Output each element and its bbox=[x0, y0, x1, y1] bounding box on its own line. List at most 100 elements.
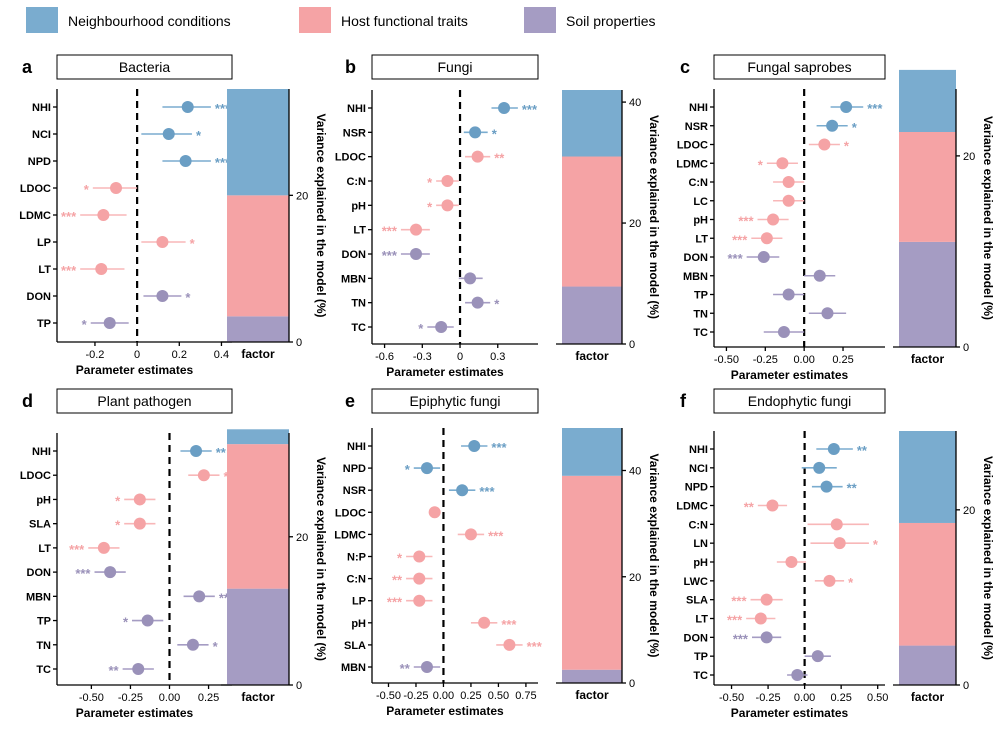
bar-y-axis-title: Variance explained in the model (%) bbox=[647, 115, 661, 319]
significance-stars: *** bbox=[75, 566, 91, 581]
row-label-DON: DON bbox=[684, 632, 709, 644]
x-tick-label: -0.50 bbox=[79, 692, 104, 704]
x-tick-label: 0.00 bbox=[793, 354, 814, 366]
panel-title: Fungi bbox=[437, 59, 472, 75]
row-label-TP: TP bbox=[37, 616, 51, 628]
estimate-point-LT bbox=[95, 263, 108, 275]
panel-title: Bacteria bbox=[119, 59, 171, 75]
estimate-point-NCI bbox=[813, 461, 826, 474]
row-label-LDMC: LDMC bbox=[334, 529, 366, 541]
x-tick-label: 0.00 bbox=[159, 692, 180, 704]
legend-label-host: Host functional traits bbox=[341, 13, 468, 29]
significance-stars: * bbox=[873, 537, 879, 552]
row-label-DON: DON bbox=[27, 291, 52, 303]
estimate-point-LN bbox=[833, 537, 846, 550]
estimate-point-DON bbox=[104, 566, 117, 579]
panel-a: a Bacteria -0.2 0 0.2 0.4 Parameter estimates N… bbox=[19, 54, 328, 377]
x-tick-label: 0.00 bbox=[794, 692, 815, 704]
x-tick-label: -0.2 bbox=[85, 349, 104, 361]
x-tick-label: 0 bbox=[134, 349, 140, 361]
row-label-MBN: MBN bbox=[341, 662, 366, 674]
estimate-point-LP bbox=[413, 594, 426, 607]
significance-stars: ** bbox=[494, 151, 505, 166]
bar-y-tick-label: 0 bbox=[629, 678, 635, 690]
row-label-TP: TP bbox=[694, 290, 708, 302]
row-label-MBN: MBN bbox=[683, 271, 708, 283]
x-tick-label: 0.25 bbox=[832, 354, 853, 366]
panel-title: Plant pathogen bbox=[97, 393, 191, 409]
significance-stars: * bbox=[427, 199, 433, 214]
row-label-NHI: NHI bbox=[689, 444, 708, 456]
row-label-NHI: NHI bbox=[32, 102, 51, 114]
significance-stars: * bbox=[758, 157, 764, 172]
row-label-pH: pH bbox=[693, 215, 708, 227]
row-label-TN: TN bbox=[693, 308, 708, 320]
estimate-point-TP bbox=[811, 650, 824, 663]
estimate-point-SLA bbox=[133, 517, 146, 530]
bar-segment-soil bbox=[227, 316, 289, 342]
row-label-LN: LN bbox=[693, 538, 708, 550]
estimate-point-TP bbox=[782, 288, 795, 301]
significance-stars: * bbox=[427, 175, 433, 190]
significance-stars: ** bbox=[392, 573, 403, 588]
x-tick-label: 0.3 bbox=[490, 351, 505, 363]
x-tick-label: 0.2 bbox=[172, 349, 187, 361]
bar-y-axis-title: Variance explained in the model (%) bbox=[981, 456, 995, 660]
bar-y-tick-label: 40 bbox=[629, 97, 641, 109]
estimate-point-TC bbox=[791, 669, 804, 681]
x-tick-label: 0.00 bbox=[433, 690, 454, 702]
legend-label-neighbourhood: Neighbourhood conditions bbox=[68, 13, 231, 29]
bar-y-tick-label: 20 bbox=[963, 505, 975, 517]
bar-segment-host bbox=[899, 132, 956, 242]
legend-swatch-host bbox=[299, 7, 331, 33]
bar-y-tick-label: 0 bbox=[296, 337, 302, 349]
significance-stars: * bbox=[82, 317, 88, 332]
bar-y-axis-title: Variance explained in the model (%) bbox=[981, 116, 995, 320]
estimate-point-NHI bbox=[190, 445, 203, 457]
x-tick-label: -0.25 bbox=[403, 690, 428, 702]
significance-stars: ** bbox=[216, 445, 227, 460]
bar-y-axis-title: Variance explained in the model (%) bbox=[314, 113, 328, 317]
estimate-point-pH bbox=[133, 493, 146, 506]
significance-stars: *** bbox=[382, 224, 398, 239]
significance-stars: *** bbox=[522, 102, 538, 117]
x-tick-label: -0.50 bbox=[376, 690, 401, 702]
row-label-C:N: C:N bbox=[346, 574, 366, 586]
x-tick-label: 0.75 bbox=[515, 690, 536, 702]
significance-stars: ** bbox=[109, 663, 120, 678]
estimate-point-NCI bbox=[162, 128, 175, 140]
bar-y-tick-label: 0 bbox=[629, 339, 635, 351]
row-label-MBN: MBN bbox=[341, 273, 366, 285]
estimate-point-MBN bbox=[420, 661, 433, 673]
significance-stars: ** bbox=[857, 443, 868, 458]
row-label-LDMC: LDMC bbox=[19, 210, 51, 222]
row-label-N:P: N:P bbox=[347, 552, 366, 564]
significance-stars: * bbox=[84, 182, 90, 197]
bar-y-tick-label: 40 bbox=[629, 466, 641, 478]
x-tick-label: 0 bbox=[457, 351, 463, 363]
row-label-pH: pH bbox=[351, 618, 366, 630]
estimate-point-NHI bbox=[827, 443, 840, 455]
x-tick-label: -0.6 bbox=[375, 351, 394, 363]
estimate-point-LP bbox=[156, 236, 169, 248]
estimate-point-LT bbox=[97, 541, 110, 554]
estimate-point-NSR bbox=[456, 484, 469, 497]
significance-stars: *** bbox=[69, 542, 85, 557]
row-label-LDMC: LDMC bbox=[676, 158, 708, 170]
significance-stars: *** bbox=[727, 251, 743, 266]
bar-segment-host bbox=[899, 522, 956, 646]
significance-stars: * bbox=[123, 615, 129, 630]
bar-segment-soil bbox=[899, 241, 956, 347]
row-label-DON: DON bbox=[684, 252, 709, 264]
legend: Neighbourhood conditions Host functional … bbox=[26, 7, 656, 33]
panel-letter: c bbox=[680, 57, 690, 77]
estimate-point-NHI bbox=[181, 101, 194, 113]
row-label-SLA: SLA bbox=[344, 640, 366, 652]
row-label-pH: pH bbox=[36, 494, 51, 506]
estimate-point-C:N bbox=[782, 176, 795, 188]
significance-stars: * bbox=[185, 290, 191, 305]
row-label-NSR: NSR bbox=[343, 485, 366, 497]
row-label-NPD: NPD bbox=[685, 482, 708, 494]
row-label-C:N: C:N bbox=[346, 176, 366, 188]
estimate-point-TP bbox=[141, 614, 154, 627]
